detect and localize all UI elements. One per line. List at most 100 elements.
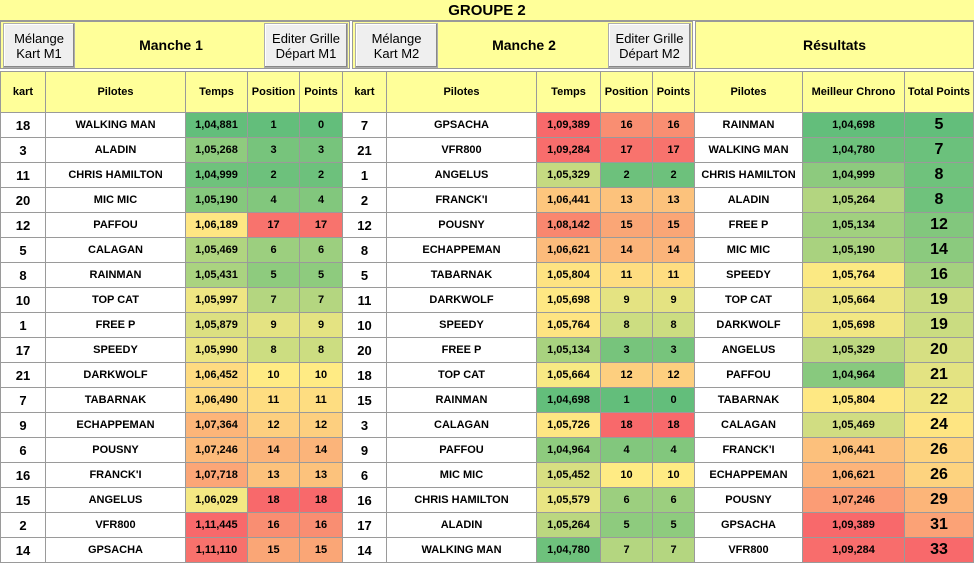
position-cell: 9 <box>247 312 300 338</box>
position-cell: 18 <box>600 412 653 438</box>
temps-cell: 1,04,964 <box>536 437 601 463</box>
table-row: 17 SPEEDY 1,05,990 8 8 <box>0 337 343 363</box>
temps-cell: 1,09,284 <box>536 137 601 163</box>
meilleur-chrono-cell: 1,04,780 <box>802 137 905 163</box>
pilote-cell: GPSACHA <box>45 537 186 563</box>
pilote-cell: GPSACHA <box>694 512 803 538</box>
kart-cell: 1 <box>342 162 387 188</box>
position-cell: 7 <box>600 537 653 563</box>
points-cell: 13 <box>652 187 695 213</box>
pilote-cell: FRANCK'I <box>386 187 537 213</box>
kart-cell: 15 <box>342 387 387 413</box>
editer-grille-m1-button[interactable]: Editer Grille Départ M1 <box>264 23 348 68</box>
points-cell: 9 <box>652 287 695 313</box>
pilote-cell: ALADIN <box>386 512 537 538</box>
resultats-table: Pilotes Meilleur Chrono Total Points RAI… <box>694 71 974 563</box>
table-row: 11 DARKWOLF 1,05,698 9 9 <box>342 287 695 313</box>
points-cell: 5 <box>652 512 695 538</box>
pilote-cell: ALADIN <box>45 137 186 163</box>
temps-cell: 1,05,329 <box>536 162 601 188</box>
position-cell: 17 <box>600 137 653 163</box>
pilote-cell: TABARNAK <box>386 262 537 288</box>
table-row: 3 ALADIN 1,05,268 3 3 <box>0 137 343 163</box>
temps-cell: 1,05,804 <box>536 262 601 288</box>
points-cell: 4 <box>652 437 695 463</box>
table-row: TABARNAK 1,05,804 22 <box>694 387 974 413</box>
meilleur-chrono-cell: 1,04,999 <box>802 162 905 188</box>
points-cell: 6 <box>652 487 695 513</box>
pilote-cell: ANGELUS <box>386 162 537 188</box>
total-points-cell: 5 <box>904 112 974 138</box>
temps-cell: 1,05,879 <box>185 312 248 338</box>
kart-cell: 10 <box>0 287 46 313</box>
pilote-cell: FREE P <box>45 312 186 338</box>
melange-m2-label-line1: Mélange <box>371 30 422 46</box>
points-cell: 14 <box>299 437 343 463</box>
points-cell: 12 <box>299 412 343 438</box>
table-row: 5 CALAGAN 1,05,469 6 6 <box>0 237 343 263</box>
table-row: MIC MIC 1,05,190 14 <box>694 237 974 263</box>
kart-cell: 2 <box>0 512 46 538</box>
melange-kart-m1-button[interactable]: Mélange Kart M1 <box>3 23 75 68</box>
temps-cell: 1,05,664 <box>536 362 601 388</box>
position-cell: 11 <box>247 387 300 413</box>
position-cell: 7 <box>247 287 300 313</box>
temps-cell: 1,04,999 <box>185 162 248 188</box>
kart-cell: 17 <box>0 337 46 363</box>
pilote-cell: FREE P <box>386 337 537 363</box>
position-cell: 15 <box>247 537 300 563</box>
pilote-cell: PAFFOU <box>386 437 537 463</box>
temps-cell: 1,07,364 <box>185 412 248 438</box>
table-row: 8 ECHAPPEMAN 1,06,621 14 14 <box>342 237 695 263</box>
points-cell: 2 <box>299 162 343 188</box>
editer-m2-label-line2: Départ M2 <box>619 45 680 61</box>
temps-cell: 1,06,029 <box>185 487 248 513</box>
table-row: 3 CALAGAN 1,05,726 18 18 <box>342 412 695 438</box>
pilote-cell: TOP CAT <box>694 287 803 313</box>
temps-cell: 1,05,452 <box>536 462 601 488</box>
meilleur-chrono-cell: 1,05,190 <box>802 237 905 263</box>
points-cell: 3 <box>652 337 695 363</box>
kart-cell: 16 <box>0 462 46 488</box>
table-row: 7 TABARNAK 1,06,490 11 11 <box>0 387 343 413</box>
points-cell: 10 <box>652 462 695 488</box>
kart-cell: 8 <box>0 262 46 288</box>
meilleur-chrono-cell: 1,06,621 <box>802 462 905 488</box>
temps-cell: 1,05,997 <box>185 287 248 313</box>
points-cell: 11 <box>652 262 695 288</box>
position-cell: 6 <box>247 237 300 263</box>
kart-cell: 15 <box>0 487 46 513</box>
melange-kart-m2-button[interactable]: Mélange Kart M2 <box>355 23 438 68</box>
meilleur-chrono-cell: 1,05,698 <box>802 312 905 338</box>
table-row: 11 CHRIS HAMILTON 1,04,999 2 2 <box>0 162 343 188</box>
meilleur-chrono-cell: 1,05,469 <box>802 412 905 438</box>
table-row: 1 FREE P 1,05,879 9 9 <box>0 312 343 338</box>
pilote-cell: PAFFOU <box>45 212 186 238</box>
position-cell: 1 <box>247 112 300 138</box>
position-cell: 14 <box>247 437 300 463</box>
position-cell: 13 <box>247 462 300 488</box>
pilote-cell: ECHAPPEMAN <box>386 237 537 263</box>
pilote-cell: ECHAPPEMAN <box>694 462 803 488</box>
points-cell: 15 <box>299 537 343 563</box>
pilote-cell: VFR800 <box>45 512 186 538</box>
pilote-cell: CALAGAN <box>45 237 186 263</box>
col-header-pilotes: Pilotes <box>386 71 537 113</box>
table-row: 9 PAFFOU 1,04,964 4 4 <box>342 437 695 463</box>
editer-grille-m2-button[interactable]: Editer Grille Départ M2 <box>608 23 691 68</box>
points-cell: 5 <box>299 262 343 288</box>
table-row: 6 POUSNY 1,07,246 14 14 <box>0 437 343 463</box>
pilote-cell: CALAGAN <box>386 412 537 438</box>
table-row: VFR800 1,09,284 33 <box>694 537 974 563</box>
kart-cell: 14 <box>0 537 46 563</box>
position-cell: 4 <box>600 437 653 463</box>
table-row: 21 VFR800 1,09,284 17 17 <box>342 137 695 163</box>
pilote-cell: MIC MIC <box>694 237 803 263</box>
table-row: DARKWOLF 1,05,698 19 <box>694 312 974 338</box>
pilote-cell: CALAGAN <box>694 412 803 438</box>
points-cell: 4 <box>299 187 343 213</box>
total-points-cell: 8 <box>904 187 974 213</box>
temps-cell: 1,05,431 <box>185 262 248 288</box>
table-row: 17 ALADIN 1,05,264 5 5 <box>342 512 695 538</box>
position-cell: 18 <box>247 487 300 513</box>
